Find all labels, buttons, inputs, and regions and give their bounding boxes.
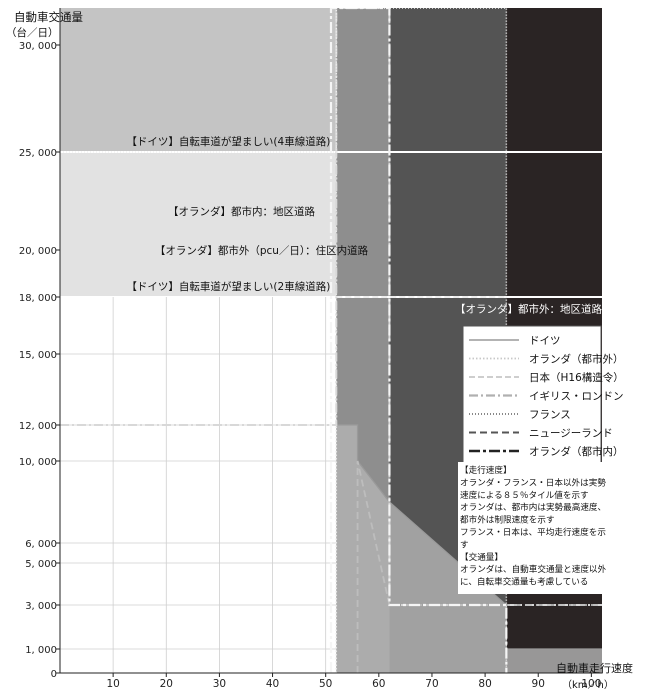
y-tick-label: 0 <box>51 669 57 680</box>
y-axis-unit: （台／日） <box>6 26 59 39</box>
annotation-line-8: オランダは、自動車交通量と速度以外 <box>460 563 607 575</box>
x-tick-label: 30 <box>213 678 226 690</box>
y-tick-label: 20, 000 <box>19 246 57 257</box>
x-tick-label: 90 <box>532 678 545 690</box>
legend-label-0: ドイツ <box>529 335 561 347</box>
legend-label-3: イギリス・ロンドン <box>529 391 624 403</box>
y-tick-label: 18, 000 <box>19 293 57 304</box>
x-tick-label: 70 <box>425 678 438 690</box>
x-tick-label: 10 <box>106 678 119 690</box>
y-tick-label: 3, 000 <box>25 601 57 612</box>
x-tick-label: 80 <box>478 678 491 690</box>
annotation-line-1: オランダ・フランス・日本以外は実勢 <box>460 476 606 488</box>
zone-label-extra-0: 【オランダ】都市内：地区道路 <box>168 205 315 218</box>
legend-label-5: ニュージーランド <box>529 428 613 440</box>
annotation-line-2: 速度による８５％タイル値を示す <box>460 489 589 501</box>
feasible-area <box>336 425 602 673</box>
x-tick-label: 20 <box>160 678 173 690</box>
zone-1 <box>60 152 337 297</box>
x-axis-title: 自動車走行速度 <box>556 661 633 675</box>
annotation-line-6: す <box>460 539 469 550</box>
x-tick-label: 100 <box>581 678 601 690</box>
y-tick-label: 6, 000 <box>25 539 57 550</box>
x-tick-label: 50 <box>319 678 332 690</box>
annotation-line-9: に、自転車交通量も考慮している <box>460 576 588 588</box>
y-tick-label: 1, 000 <box>25 645 57 656</box>
annotation-line-7: 【交通量】 <box>460 551 503 563</box>
y-tick-label: 5, 000 <box>25 559 57 570</box>
legend-label-4: フランス <box>529 409 571 421</box>
annotation-note: 【走行速度】オランダ・フランス・日本以外は実勢速度による８５％タイル値を示すオラ… <box>458 462 607 594</box>
legend-box <box>462 325 602 470</box>
y-tick-label: 25, 000 <box>19 148 57 159</box>
zone-label-1: 【ドイツ】自転車道が望ましい(2車線道路) <box>126 280 330 293</box>
x-axis-unit: （km／h） <box>562 679 614 691</box>
legend-label-6: オランダ（都市内） <box>529 445 624 458</box>
series-line-6 <box>329 8 508 673</box>
zone-label-0: 【ドイツ】自転車道が望ましい(4車線道路) <box>126 135 330 148</box>
legend-label-2: 日本（H16構造令） <box>529 371 624 384</box>
x-tick-label: 40 <box>266 678 279 690</box>
zone-0 <box>60 8 337 152</box>
y-tick-label: 12, 000 <box>19 421 57 432</box>
legend-label-1: オランダ（都市外） <box>529 353 624 366</box>
annotation-box <box>458 462 602 594</box>
y-axis-title: 自動車交通量 <box>14 10 83 24</box>
y-tick-label: 15, 000 <box>19 350 57 361</box>
annotation-line-4: 都市外は制限速度を示す <box>460 514 555 526</box>
y-tick-label: 30, 000 <box>19 41 57 52</box>
zone-label-extra-1: 【オランダ】都市外（pcu／日）：住区内道路 <box>155 244 369 257</box>
zone-label-extra-2: 【オランダ】都市外：地区道路 <box>455 302 602 315</box>
x-tick-label: 60 <box>372 678 385 690</box>
y-tick-label: 10, 000 <box>19 457 57 468</box>
annotation-line-3: オランダは、都市内は実勢最高速度、 <box>460 501 606 513</box>
annotation-line-0: 【走行速度】 <box>460 464 512 476</box>
annotation-line-5: フランス・日本は、平均走行速度を示 <box>460 526 606 538</box>
